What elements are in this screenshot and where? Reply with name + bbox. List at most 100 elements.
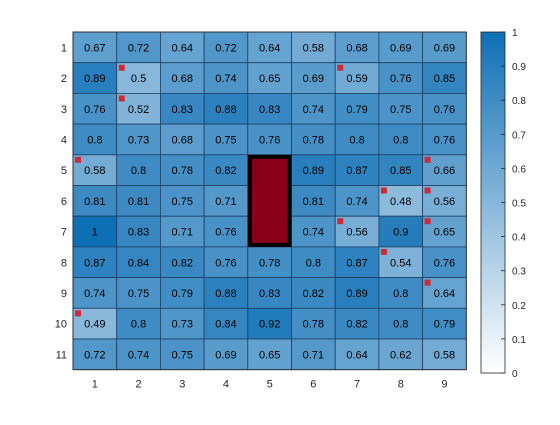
heatmap-cell-r2-c3 — [159, 62, 205, 94]
cell-value-label: 0.84 — [215, 319, 236, 331]
y-tick-label: 5 — [61, 165, 67, 177]
cell-value-label: 0.84 — [128, 257, 149, 269]
masked-block-border — [247, 154, 292, 247]
cell-value-label: 0.82 — [215, 165, 236, 177]
heatmap-cell-r3-c3 — [159, 93, 205, 125]
cell-value-label: 0.82 — [303, 288, 324, 300]
cell-value-label: 0.87 — [346, 257, 367, 269]
cell-marker-square — [118, 64, 125, 71]
cell-marker-square — [424, 156, 431, 163]
cell-value-label: 0.64 — [346, 349, 367, 361]
colorbar-tick-label: 0.8 — [512, 96, 526, 107]
cell-value-label: 0.8 — [306, 257, 321, 269]
cell-value-label: 0.75 — [128, 288, 149, 300]
cell-value-label: 0.68 — [346, 42, 367, 54]
heatmap-cell-r8-c6 — [291, 246, 336, 278]
cell-value-label: 0.81 — [84, 196, 105, 208]
cell-marker-square — [75, 310, 81, 317]
heatmap-cell-r11-c9 — [422, 338, 467, 371]
y-tick-label: 1 — [61, 42, 67, 54]
heatmap-cell-r3-c5 — [247, 93, 292, 125]
x-tick-label: 2 — [135, 379, 141, 391]
cell-value-label: 0.76 — [434, 257, 455, 269]
cell-value-label: 0.69 — [215, 349, 236, 361]
heatmap-cell-r8-c9 — [422, 246, 467, 278]
cell-value-label: 0.69 — [390, 42, 411, 54]
y-tick-label: 9 — [61, 288, 67, 300]
cell-marker-square — [75, 156, 81, 163]
colorbar-tick-label: 0.1 — [512, 335, 526, 346]
cell-value-label: 0.81 — [128, 196, 149, 208]
cell-value-label: 0.56 — [346, 227, 367, 239]
colorbar-tick-label: 1 — [512, 28, 518, 39]
cell-value-label: 1 — [92, 227, 98, 239]
cell-value-label: 0.8 — [393, 319, 408, 331]
heatmap-cell-r8-c1 — [72, 246, 118, 278]
cell-value-label: 0.56 — [434, 196, 455, 208]
heatmap-cell-r9-c6 — [291, 277, 336, 309]
heatmap-cell-r7-c3 — [159, 215, 205, 248]
heatmap-cell-r7-c4 — [203, 215, 249, 248]
heatmap-cell-r10-c6 — [291, 307, 336, 340]
cell-marker-square — [337, 64, 344, 71]
cell-value-label: 0.76 — [215, 257, 236, 269]
heatmap-cell-r8-c7 — [334, 246, 380, 278]
heatmap-cell-r6-c6 — [291, 185, 336, 217]
colorbar-tick-label: 0.5 — [512, 199, 526, 210]
masked-block-layer — [247, 154, 292, 247]
cell-value-label: 0.76 — [215, 227, 236, 239]
heatmap-cell-r8-c4 — [203, 246, 249, 278]
x-tick-label: 5 — [267, 379, 273, 391]
cell-value-label: 0.58 — [434, 349, 455, 361]
heatmap-cell-r6-c3 — [159, 185, 205, 217]
y-tick-label: 6 — [61, 196, 67, 208]
colorbar-tick-label: 0.4 — [512, 233, 526, 244]
cell-value-label: 0.5 — [131, 73, 146, 85]
cell-value-label: 0.9 — [393, 227, 408, 239]
cell-value-label: 0.69 — [434, 42, 455, 54]
heatmap-cell-r1-c8 — [378, 31, 423, 64]
heatmap-cell-r5-c3 — [159, 154, 205, 186]
cell-value-label: 0.83 — [128, 227, 149, 239]
heatmap-cell-r4-c9 — [422, 123, 467, 156]
cell-value-label: 0.72 — [84, 349, 105, 361]
cell-markers — [75, 64, 431, 317]
heatmap-cell-r10-c7 — [334, 307, 380, 340]
y-tick-label: 8 — [61, 257, 67, 269]
heatmap-cell-r2-c1 — [72, 62, 118, 94]
heatmap-cell-r10-c3 — [159, 307, 205, 340]
heatmap-cell-r6-c2 — [116, 185, 161, 217]
cell-value-label: 0.82 — [172, 257, 193, 269]
colorbar-tick-label: 0.9 — [512, 62, 526, 73]
x-tick-label: 4 — [223, 379, 229, 391]
cell-value-label: 0.75 — [172, 349, 193, 361]
cell-value-label: 0.54 — [390, 257, 411, 269]
heatmap-cell-r9-c1 — [72, 277, 118, 309]
cell-value-label: 0.71 — [172, 227, 193, 239]
cell-value-label: 0.89 — [303, 165, 324, 177]
cell-value-label: 0.74 — [215, 73, 236, 85]
cell-value-label: 0.48 — [390, 196, 411, 208]
cell-value-label: 0.79 — [172, 288, 193, 300]
cell-value-label: 0.76 — [259, 134, 280, 146]
heatmap-cell-r7-c2 — [116, 215, 161, 248]
cell-value-label: 0.8 — [131, 319, 146, 331]
heatmap-cell-r11-c8 — [378, 338, 423, 371]
cell-value-label: 0.72 — [215, 42, 236, 54]
heatmap-cell-r10-c9 — [422, 307, 467, 340]
cell-value-label: 0.58 — [303, 42, 324, 54]
cell-value-label: 0.92 — [259, 319, 280, 331]
heatmap-cell-r5-c7 — [334, 154, 380, 186]
cell-value-label: 0.75 — [390, 104, 411, 116]
colorbar-tick-label: 0.3 — [512, 267, 526, 278]
cell-value-label: 0.88 — [215, 104, 236, 116]
cell-value-labels: 0.67 0.72 0.64 0.72 0.64 0.58 0.68 0.69 0.69 0.89… — [84, 42, 455, 361]
cell-value-label: 0.82 — [346, 319, 367, 331]
heatmap-cell-r10-c5 — [247, 307, 292, 340]
cell-value-label: 0.69 — [303, 73, 324, 85]
plot-frame — [72, 31, 467, 371]
cell-value-label: 0.8 — [393, 134, 408, 146]
heatmap-cells — [72, 31, 467, 371]
colorbar-tick-label: 0.2 — [512, 301, 526, 312]
